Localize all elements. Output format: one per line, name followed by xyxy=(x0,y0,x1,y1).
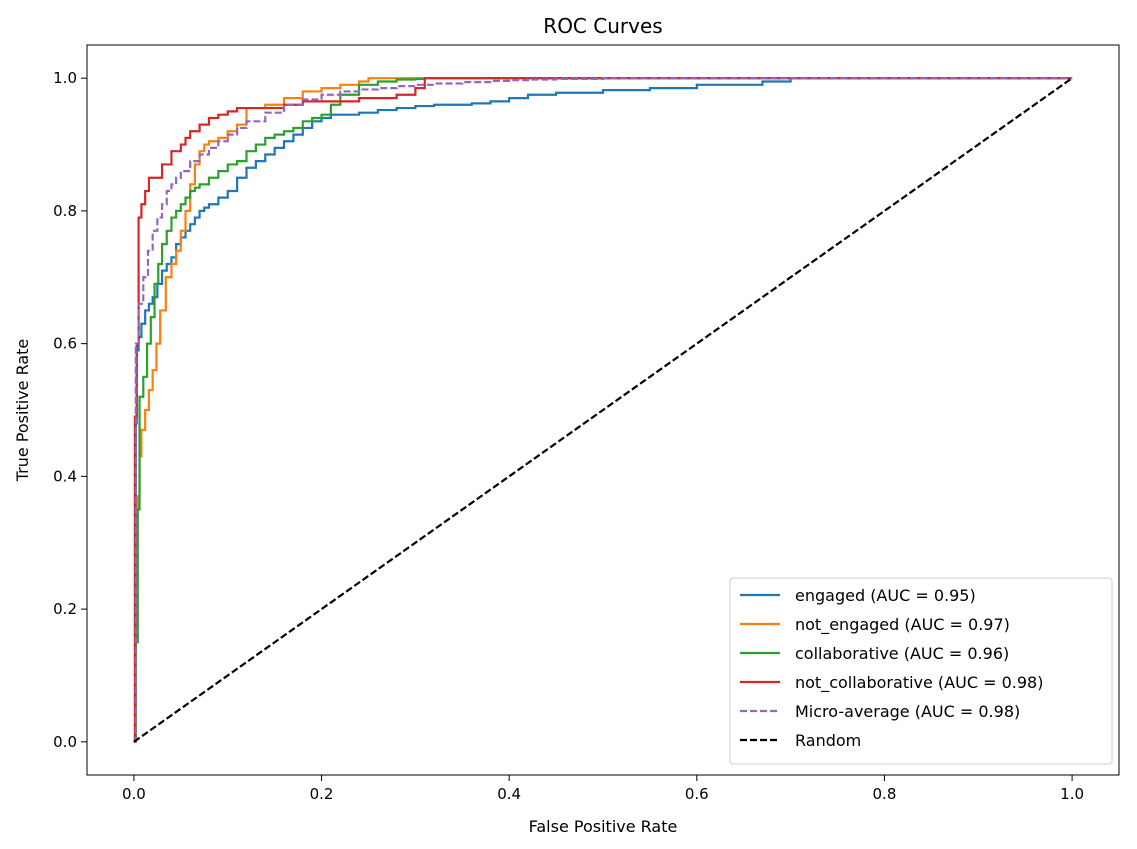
legend: engaged (AUC = 0.95) not_engaged (AUC = 0… xyxy=(729,577,1113,765)
legend-label-2: collaborative (AUC = 0.96) xyxy=(795,644,1009,663)
series-line-1 xyxy=(133,77,1073,743)
y-axis: 0.0 0.2 0.4 0.6 0.8 1.0 xyxy=(53,69,87,751)
plot-area xyxy=(133,77,1073,743)
legend-label-5: Random xyxy=(795,731,861,750)
x-tick-label: 0.2 xyxy=(310,785,334,803)
y-axis-label: True Positive Rate xyxy=(13,339,32,483)
legend-label-0: engaged (AUC = 0.95) xyxy=(795,586,976,605)
series-line-5 xyxy=(133,77,1073,743)
legend-box xyxy=(729,577,1113,765)
legend-label-4: Micro-average (AUC = 0.98) xyxy=(795,702,1020,721)
series-line-3 xyxy=(133,77,1073,743)
y-tick-label: 0.4 xyxy=(53,467,77,485)
x-tick-label: 0.6 xyxy=(685,785,709,803)
y-tick-label: 1.0 xyxy=(53,69,77,87)
y-tick-label: 0.6 xyxy=(53,335,77,353)
x-tick-label: 0.8 xyxy=(873,785,897,803)
chart-title: ROC Curves xyxy=(543,14,662,38)
axes-frame xyxy=(86,44,1120,776)
legend-label-3: not_collaborative (AUC = 0.98) xyxy=(795,673,1043,693)
legend-label-1: not_engaged (AUC = 0.97) xyxy=(795,615,1010,635)
x-tick-label: 0.0 xyxy=(122,785,146,803)
x-tick-label: 1.0 xyxy=(1060,785,1084,803)
x-axis-label: False Positive Rate xyxy=(529,817,678,836)
y-tick-label: 0.8 xyxy=(53,202,77,220)
x-axis: 0.0 0.2 0.4 0.6 0.8 1.0 xyxy=(122,775,1084,803)
x-tick-label: 0.4 xyxy=(497,785,521,803)
y-tick-label: 0.0 xyxy=(53,733,77,751)
series-line-2 xyxy=(133,77,1073,743)
y-tick-label: 0.2 xyxy=(53,600,77,618)
series-line-4 xyxy=(133,77,1073,743)
